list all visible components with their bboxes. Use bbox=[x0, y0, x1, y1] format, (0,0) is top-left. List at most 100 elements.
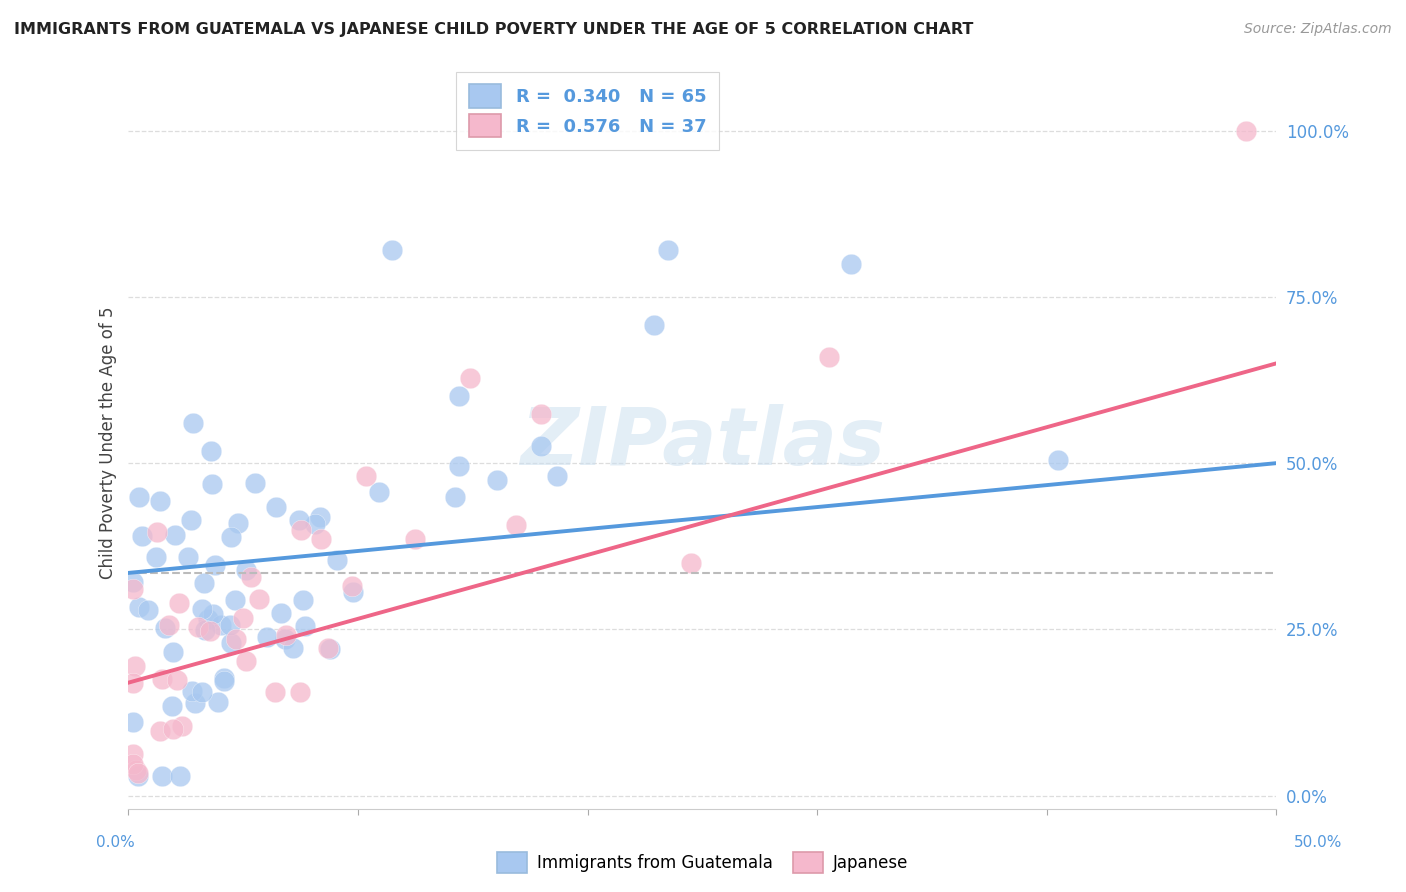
Text: 50.0%: 50.0% bbox=[1295, 836, 1343, 850]
Point bbox=[292, 593, 315, 607]
Point bbox=[202, 607, 225, 621]
Point bbox=[212, 673, 235, 688]
Point bbox=[122, 715, 145, 730]
Text: Source: ZipAtlas.com: Source: ZipAtlas.com bbox=[1244, 22, 1392, 37]
Point bbox=[530, 407, 553, 421]
Point bbox=[181, 683, 204, 698]
Point bbox=[505, 517, 527, 532]
Point bbox=[152, 673, 174, 687]
Point bbox=[368, 484, 391, 499]
Point bbox=[449, 458, 471, 473]
Legend: Immigrants from Guatemala, Japanese: Immigrants from Guatemala, Japanese bbox=[491, 846, 915, 880]
Point bbox=[235, 654, 257, 668]
Point bbox=[643, 318, 665, 332]
Point bbox=[309, 532, 332, 546]
Point bbox=[122, 575, 145, 590]
Point bbox=[169, 769, 191, 783]
Point bbox=[288, 684, 311, 698]
Point bbox=[136, 603, 159, 617]
Point bbox=[207, 695, 229, 709]
Point bbox=[181, 416, 204, 430]
Point bbox=[274, 627, 297, 641]
Point bbox=[679, 556, 702, 570]
Point bbox=[200, 444, 222, 458]
Point bbox=[127, 765, 149, 780]
Point bbox=[381, 244, 404, 258]
Y-axis label: Child Poverty Under the Age of 5: Child Poverty Under the Age of 5 bbox=[100, 307, 117, 580]
Point bbox=[274, 632, 297, 646]
Point bbox=[127, 769, 149, 783]
Point bbox=[128, 490, 150, 504]
Point bbox=[308, 509, 330, 524]
Point bbox=[165, 528, 187, 542]
Point bbox=[219, 636, 242, 650]
Point bbox=[124, 658, 146, 673]
Point bbox=[180, 513, 202, 527]
Point bbox=[162, 645, 184, 659]
Point bbox=[153, 622, 176, 636]
Point bbox=[169, 596, 191, 610]
Point bbox=[447, 389, 470, 403]
Point bbox=[657, 244, 679, 258]
Point bbox=[212, 671, 235, 685]
Point bbox=[194, 624, 217, 638]
Point bbox=[225, 632, 247, 646]
Point bbox=[198, 624, 221, 639]
Point bbox=[226, 516, 249, 530]
Point bbox=[177, 550, 200, 565]
Text: IMMIGRANTS FROM GUATEMALA VS JAPANESE CHILD POVERTY UNDER THE AGE OF 5 CORRELATI: IMMIGRANTS FROM GUATEMALA VS JAPANESE CH… bbox=[14, 22, 973, 37]
Point bbox=[204, 558, 226, 573]
Point bbox=[287, 513, 309, 527]
Point bbox=[841, 257, 863, 271]
Point bbox=[219, 530, 242, 544]
Point bbox=[240, 569, 263, 583]
Point bbox=[264, 684, 287, 698]
Point bbox=[131, 529, 153, 543]
Point bbox=[200, 477, 222, 491]
Point bbox=[166, 673, 188, 688]
Point bbox=[458, 370, 481, 384]
Point bbox=[235, 563, 257, 577]
Legend: R =  0.340   N = 65, R =  0.576   N = 37: R = 0.340 N = 65, R = 0.576 N = 37 bbox=[456, 72, 718, 150]
Point bbox=[1234, 123, 1257, 137]
Point bbox=[122, 676, 145, 690]
Point bbox=[128, 599, 150, 614]
Point bbox=[193, 575, 215, 590]
Point bbox=[340, 579, 363, 593]
Point bbox=[170, 719, 193, 733]
Point bbox=[304, 517, 326, 532]
Point bbox=[122, 747, 145, 761]
Point bbox=[486, 473, 509, 487]
Point bbox=[125, 764, 148, 778]
Point bbox=[530, 439, 553, 453]
Point bbox=[145, 549, 167, 564]
Point bbox=[231, 611, 253, 625]
Point bbox=[256, 630, 278, 644]
Point bbox=[183, 696, 205, 710]
Point bbox=[122, 756, 145, 771]
Point bbox=[404, 532, 426, 546]
Point bbox=[145, 524, 167, 539]
Point bbox=[197, 612, 219, 626]
Point bbox=[191, 602, 214, 616]
Point bbox=[243, 475, 266, 490]
Point bbox=[219, 618, 242, 632]
Point bbox=[294, 618, 316, 632]
Point bbox=[157, 617, 180, 632]
Point bbox=[149, 723, 172, 738]
Point bbox=[817, 350, 839, 364]
Point bbox=[150, 769, 173, 783]
Point bbox=[319, 642, 342, 657]
Point bbox=[209, 618, 232, 632]
Point bbox=[264, 500, 287, 514]
Point bbox=[191, 684, 214, 698]
Point bbox=[354, 469, 377, 483]
Point bbox=[149, 494, 172, 508]
Point bbox=[546, 468, 568, 483]
Point bbox=[187, 620, 209, 634]
Point bbox=[1047, 453, 1070, 467]
Point bbox=[247, 591, 270, 606]
Point bbox=[160, 699, 183, 714]
Text: 0.0%: 0.0% bbox=[96, 836, 135, 850]
Point bbox=[270, 607, 292, 621]
